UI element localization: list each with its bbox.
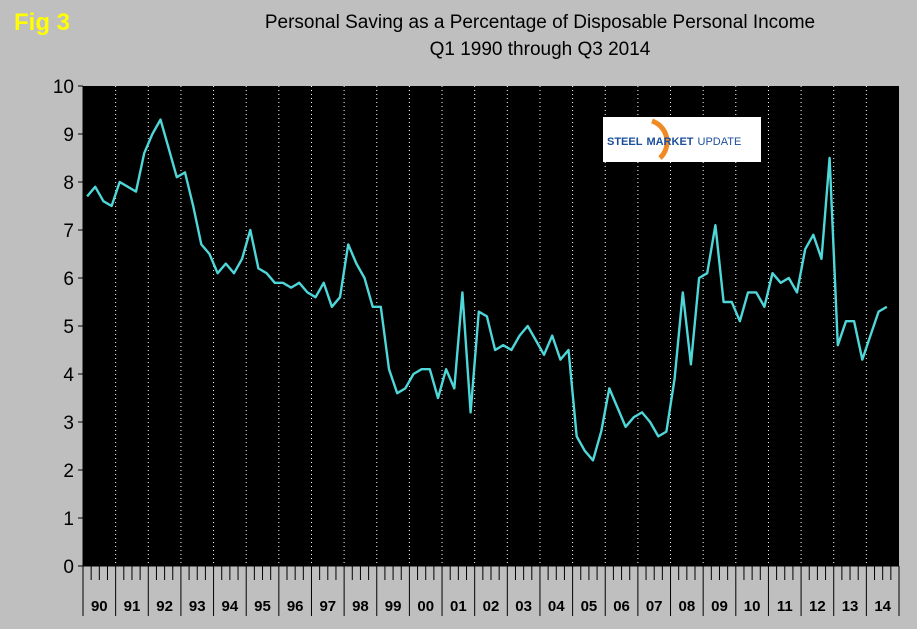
x-tick-label: 98 (352, 598, 369, 615)
y-tick-label: 8 (63, 173, 74, 194)
logo-swoosh-icon (651, 118, 670, 160)
y-tick-label: 5 (63, 317, 74, 338)
logo-update: UPDATE (698, 136, 742, 148)
x-tick-label: 10 (744, 598, 761, 615)
y-tick-label: 7 (63, 221, 74, 242)
y-tick-label: 4 (63, 365, 74, 386)
x-tick-label: 99 (385, 598, 402, 615)
y-tick-label: 3 (63, 413, 74, 434)
x-tick-label: 08 (678, 598, 695, 615)
y-tick-label: 10 (53, 77, 74, 98)
x-tick-label: 05 (581, 598, 598, 615)
x-tick-label: 02 (483, 598, 500, 615)
logo-background (603, 117, 761, 162)
x-tick-label: 90 (91, 598, 108, 615)
x-tick-label: 04 (548, 598, 565, 615)
y-tick-label: 1 (63, 509, 74, 530)
x-tick-label: 97 (319, 598, 336, 615)
figure-label: Fig 3 (14, 9, 70, 36)
x-tick-label: 09 (711, 598, 728, 615)
x-tick-label: 13 (842, 598, 859, 615)
x-tick-label: 92 (156, 598, 173, 615)
x-tick-label: 93 (189, 598, 206, 615)
logo-text: STEEL MARKET UPDATE (607, 136, 741, 148)
x-tick-label: 01 (450, 598, 467, 615)
y-tick-label: 0 (63, 557, 74, 578)
grid-layer (115, 86, 867, 566)
x-axis: 90 91 92 93 94 95 96 97 98 99 00 01 02 03 04 05 06 07 08 09… (82, 565, 900, 616)
x-tick-label: 94 (222, 598, 239, 615)
plot-area (83, 86, 899, 566)
chart-subtitle: Q1 1990 through Q3 2014 (430, 39, 651, 60)
chart-title: Personal Saving as a Percentage of Dispo… (265, 12, 815, 33)
x-tick-label: 95 (254, 598, 271, 615)
x-tick-label: 91 (124, 598, 141, 615)
x-tick-label: 03 (515, 598, 532, 615)
logo-steel: STEEL (607, 136, 643, 148)
y-tick-label: 6 (63, 269, 74, 290)
x-tick-label: 12 (809, 598, 826, 615)
x-tick-label: 07 (646, 598, 663, 615)
x-tick-label: 11 (777, 598, 793, 615)
y-axis: 0 1 2 3 4 5 6 7 8 9 10 (53, 77, 84, 578)
x-tick-label: 14 (874, 598, 891, 615)
x-tick-label: 00 (417, 598, 434, 615)
y-tick-label: 2 (63, 461, 74, 482)
logo-market: MARKET (646, 136, 693, 148)
steel-market-update-logo: STEEL MARKET UPDATE (603, 117, 761, 162)
x-tick-label: 96 (287, 598, 304, 615)
x-tick-label: 06 (613, 598, 630, 615)
saving-rate-line (86, 118, 888, 462)
y-tick-label: 9 (63, 125, 74, 146)
